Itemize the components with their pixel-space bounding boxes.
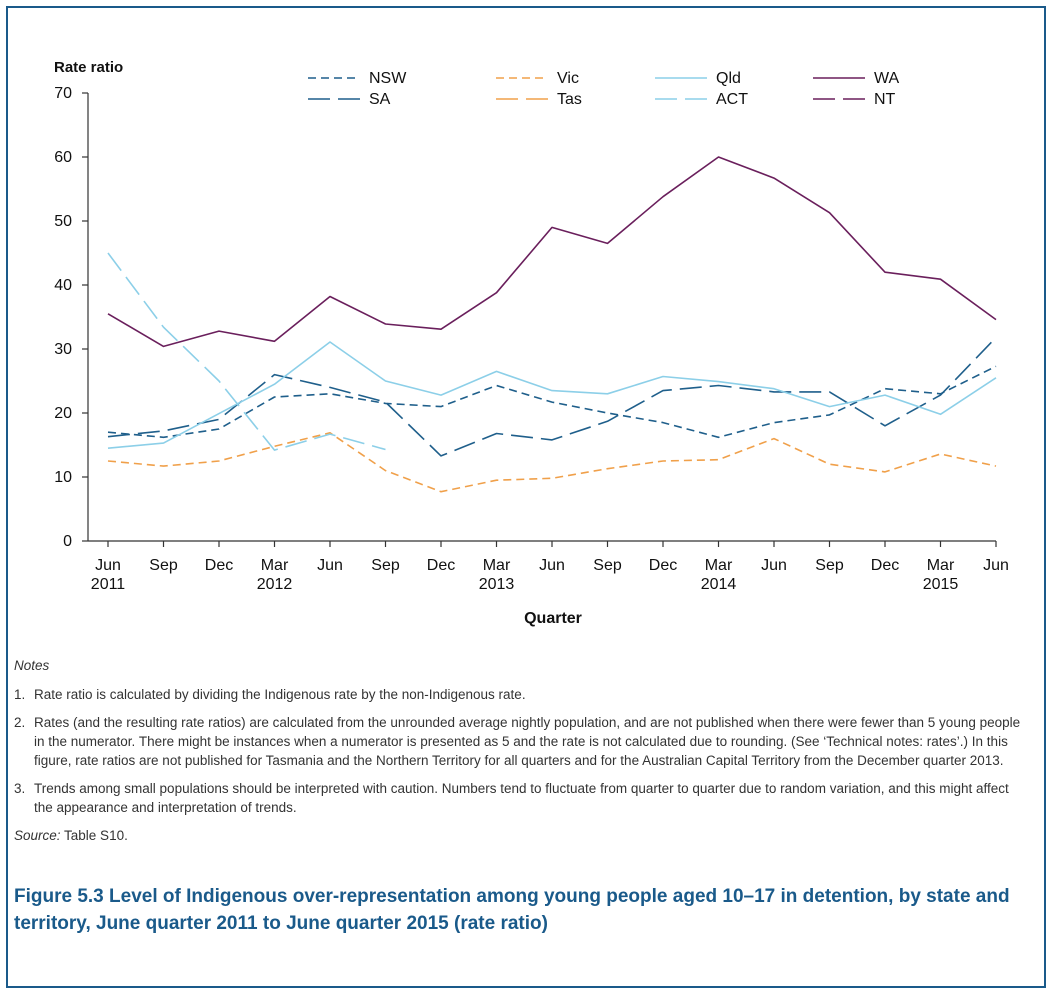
series-line-wa <box>107 156 997 348</box>
x-axis-title: Quarter <box>524 610 582 627</box>
series-line-qld <box>107 341 997 449</box>
note-text: Rate ratio is calculated by dividing the… <box>34 687 526 702</box>
y-tick-label: 10 <box>54 469 72 486</box>
y-tick-label: 30 <box>54 341 72 358</box>
source-text: Table S10. <box>60 828 128 843</box>
x-tick-label: Mar <box>261 557 289 574</box>
legend-label-nt: NT <box>874 91 896 108</box>
legend-label-qld: Qld <box>716 70 741 87</box>
x-tick-label: Dec <box>649 557 677 574</box>
note-item: 2. Rates (and the resulting rate ratios)… <box>14 713 1024 770</box>
x-tick-label: Sep <box>149 557 178 574</box>
series-line-sa <box>107 336 997 457</box>
note-item: 1. Rate ratio is calculated by dividing … <box>14 685 1024 704</box>
x-tick-label: Mar <box>927 557 955 574</box>
legend-label-vic: Vic <box>557 70 579 87</box>
series-line-nsw <box>107 365 997 439</box>
note-text: Trends among small populations should be… <box>34 781 1009 815</box>
legend-label-act: ACT <box>716 91 748 108</box>
note-number: 1. <box>14 687 26 702</box>
x-tick-label: Mar <box>705 557 733 574</box>
y-tick-label: 40 <box>54 277 72 294</box>
note-item: 3. Trends among small populations should… <box>14 779 1024 817</box>
notes-heading: Notes <box>14 658 50 673</box>
x-tick-label: 2012 <box>257 576 293 593</box>
figure-frame <box>6 6 1046 988</box>
note-number: 2. <box>14 715 26 730</box>
x-tick-label: Dec <box>871 557 899 574</box>
x-tick-label: Jun <box>317 557 343 574</box>
x-tick-label: Jun <box>761 557 787 574</box>
x-tick-label: 2011 <box>91 576 126 593</box>
figure-caption: Figure 5.3 Level of Indigenous over-repr… <box>14 886 1010 934</box>
x-tick-label: Sep <box>593 557 622 574</box>
x-tick-label: 2015 <box>923 576 959 593</box>
legend-label-wa: WA <box>874 70 900 87</box>
x-tick-label: Jun <box>539 557 565 574</box>
x-tick-label: Sep <box>815 557 844 574</box>
x-tick-label: 2014 <box>701 576 737 593</box>
source-label: Source: <box>14 828 61 843</box>
legend-label-nsw: NSW <box>369 70 407 87</box>
y-tick-label: 70 <box>54 85 72 102</box>
source-line: Source: Table S10. <box>14 826 1024 845</box>
x-tick-label: Dec <box>205 557 233 574</box>
x-tick-label: Sep <box>371 557 400 574</box>
y-tick-label: 0 <box>63 533 72 550</box>
y-axis-title: Rate ratio <box>54 59 123 76</box>
legend-label-tas: Tas <box>557 91 582 108</box>
y-tick-label: 60 <box>54 149 72 166</box>
note-text: Rates (and the resulting rate ratios) ar… <box>34 715 1021 768</box>
x-tick-label: 2013 <box>479 576 515 593</box>
series-line-act <box>107 252 386 451</box>
x-tick-label: Dec <box>427 557 455 574</box>
x-tick-label: Jun <box>95 557 121 574</box>
x-tick-label: Jun <box>983 557 1009 574</box>
x-tick-label: Mar <box>483 557 511 574</box>
notes-section: Notes 1. Rate ratio is calculated by div… <box>14 656 1024 845</box>
y-tick-label: 50 <box>54 213 72 230</box>
legend-label-sa: SA <box>369 91 391 108</box>
note-number: 3. <box>14 781 26 796</box>
y-tick-label: 20 <box>54 405 72 422</box>
line-chart: 0 10 20 30 40 50 60 70 Jun 2011 Sep Dec Mar 2012 Jun Se… <box>54 59 1009 627</box>
series-line-vic <box>107 431 997 493</box>
